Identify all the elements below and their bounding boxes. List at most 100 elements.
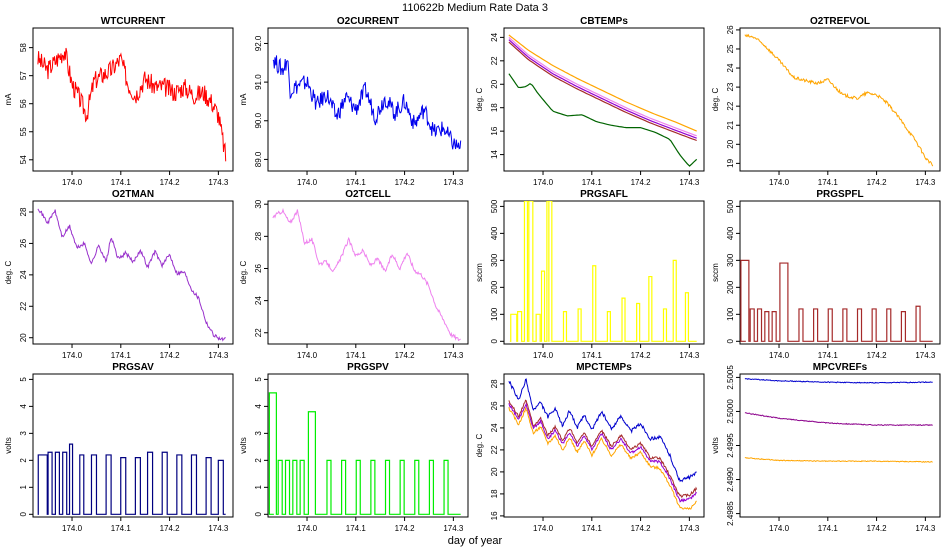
x-tick-label: 174.2	[867, 351, 888, 360]
data-area	[272, 55, 462, 150]
series-line-vref2	[744, 412, 933, 427]
x-tick-label: 174.2	[867, 524, 888, 533]
y-tick-label: 1	[254, 485, 263, 490]
panel-o2current: O2CURRENT 174.0 174.1 174.2 174.3 89.0 90.0 91.…	[239, 16, 469, 187]
x-tick-label: 174.3	[679, 524, 700, 533]
y-tick-label: 100	[490, 307, 499, 321]
y-tick-label: 25	[726, 44, 735, 53]
series-line-vref1	[744, 378, 933, 384]
y-tick-label: 200	[726, 280, 735, 294]
plot-frame	[32, 27, 234, 172]
y-axis-label: deg. C	[239, 260, 248, 284]
x-tick-label: 174.1	[582, 178, 603, 187]
x-tick-label: 174.2	[160, 178, 181, 187]
panel-prgsafl: PRGSAFL 174.0 174.1 174.2 174.3 0 100 200 300 400…	[475, 189, 705, 360]
y-axis-label: sccm	[711, 263, 720, 282]
data-area	[744, 378, 933, 463]
y-axis-label: mA	[4, 93, 13, 106]
y-tick-label: 54	[19, 155, 28, 164]
series-line-prgsafl	[509, 201, 697, 342]
y-tick-label: 4	[19, 404, 28, 409]
y-tick-label: 58	[19, 43, 28, 52]
y-tick-label: 24	[490, 32, 499, 41]
y-tick-label: 500	[726, 199, 735, 213]
panel-title: MPCVREFs	[813, 362, 868, 373]
data-area	[37, 47, 227, 162]
x-tick-label: 174.0	[769, 524, 790, 533]
y-tick-label: 20	[19, 333, 28, 342]
y-tick-label: 18	[490, 489, 499, 498]
y-tick-label: 19	[726, 158, 735, 167]
y-tick-label: 90.0	[254, 112, 263, 128]
y-tick-label: 26	[254, 263, 263, 272]
panel-title: PRGSAV	[112, 362, 154, 373]
x-tick-label: 174.0	[769, 178, 790, 187]
y-tick-label: 26	[726, 25, 735, 34]
panel-o2tcell: O2TCELL 174.0 174.1 174.2 174.3 22 24 26 28 30 deg…	[239, 189, 469, 360]
panel-cbtemps: CBTEMPs 174.0 174.1 174.2 174.3 14 16 18 20 22 24 d…	[475, 16, 705, 187]
y-tick-label: 20	[490, 79, 499, 88]
panel-mpcvrefs: MPCVREFs 174.0 174.1 174.2 174.3 2.4985 2.4990…	[711, 362, 941, 533]
y-tick-label: 2.4995	[726, 433, 735, 458]
y-tick-label: 23	[726, 82, 735, 91]
panel-title: WTCURRENT	[101, 16, 165, 27]
x-tick-label: 174.3	[443, 524, 464, 533]
panel-title: O2TCELL	[345, 189, 391, 200]
plot-frame	[267, 27, 469, 172]
plot-frame	[503, 200, 705, 345]
y-tick-label: 24	[19, 270, 28, 279]
x-tick-label: 174.1	[111, 524, 132, 533]
y-tick-label: 2.5000	[726, 399, 735, 424]
y-tick-label: 0	[726, 339, 735, 344]
data-area	[268, 392, 461, 515]
x-tick-label: 174.0	[533, 351, 554, 360]
data-area	[37, 208, 226, 342]
panel-title: CBTEMPs	[580, 16, 628, 27]
panel-title: O2TREFVOL	[810, 16, 870, 27]
y-axis-label: sccm	[475, 263, 484, 282]
data-area	[744, 33, 934, 167]
y-tick-label: 20	[490, 467, 499, 476]
x-tick-label: 174.3	[208, 524, 229, 533]
x-tick-label: 174.1	[346, 524, 367, 533]
y-tick-label: 16	[490, 511, 499, 520]
series-line-vref3	[744, 456, 933, 463]
panel-mpctemps: MPCTEMPs 174.0 174.1 174.2 174.3 16 18 20 22 24 26…	[475, 362, 705, 533]
y-axis-label: mA	[239, 93, 248, 106]
y-axis-label: deg. C	[475, 87, 484, 111]
panel-title: PRGSPFL	[816, 189, 863, 200]
x-tick-label: 174.0	[297, 178, 318, 187]
y-tick-label: 22	[254, 328, 263, 337]
y-tick-label: 57	[19, 71, 28, 80]
plot-frame	[739, 200, 941, 345]
y-tick-label: 5	[254, 377, 263, 382]
y-axis-label: deg. C	[475, 433, 484, 457]
panel-title: O2TMAN	[112, 189, 154, 200]
panel-o2trefvol: O2TREFVOL 174.0 174.1 174.2 174.3 19 20 21 22 23 2…	[711, 16, 941, 187]
y-axis-label: volts	[4, 437, 13, 453]
x-tick-label: 174.3	[208, 178, 229, 187]
series-line-mpc1	[508, 378, 697, 483]
x-tick-label: 174.1	[346, 351, 367, 360]
series-line-mpc4	[508, 406, 697, 510]
panel-title: PRGSPV	[347, 362, 389, 373]
x-tick-label: 174.0	[769, 351, 790, 360]
x-tick-label: 174.0	[533, 178, 554, 187]
x-tick-label: 174.1	[818, 178, 839, 187]
panel-prgspfl: PRGSPFL 174.0 174.1 174.2 174.3 0 100 200 300 400…	[711, 189, 941, 360]
y-tick-label: 400	[726, 226, 735, 240]
x-tick-label: 174.3	[915, 178, 936, 187]
data-area	[740, 259, 933, 342]
x-tick-label: 174.1	[818, 351, 839, 360]
y-tick-label: 28	[254, 231, 263, 240]
y-tick-label: 55	[19, 127, 28, 136]
x-tick-label: 174.0	[62, 178, 83, 187]
x-tick-label: 174.0	[533, 524, 554, 533]
y-tick-label: 3	[19, 431, 28, 436]
y-tick-label: 3	[254, 431, 263, 436]
y-tick-label: 14	[490, 150, 499, 159]
figure-title: 110622b Medium Rate Data 3	[402, 2, 548, 14]
y-tick-label: 22	[490, 445, 499, 454]
x-tick-label: 174.1	[346, 178, 367, 187]
y-tick-label: 26	[19, 238, 28, 247]
